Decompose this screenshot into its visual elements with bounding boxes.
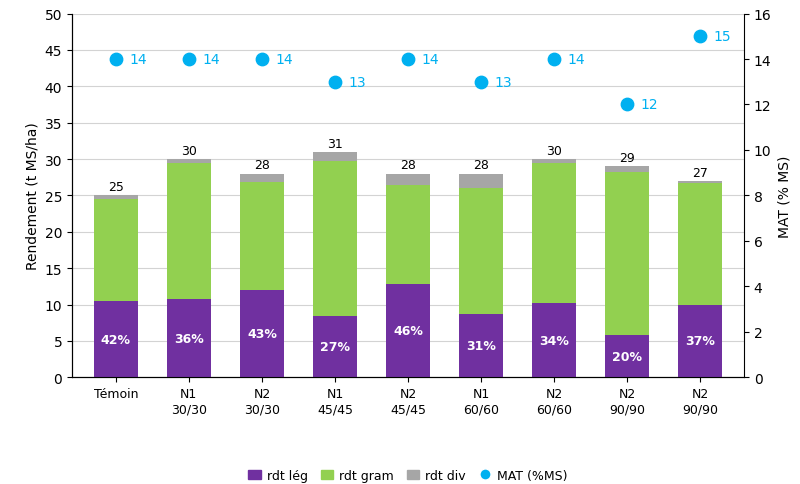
Point: [621, 102, 634, 109]
Point: [548, 56, 561, 64]
Bar: [94, 196, 138, 200]
Text: 31%: 31%: [466, 339, 496, 352]
Point: [329, 79, 342, 87]
Bar: [459, 315, 503, 378]
Bar: [606, 167, 649, 173]
Text: 46%: 46%: [393, 324, 423, 337]
Point: [474, 79, 487, 87]
Text: 30: 30: [181, 145, 197, 158]
Point: [182, 56, 195, 64]
Bar: [386, 284, 430, 378]
Text: 27: 27: [692, 166, 708, 180]
Bar: [606, 173, 649, 335]
Bar: [313, 317, 357, 378]
Text: 42%: 42%: [101, 333, 131, 346]
Bar: [532, 164, 576, 303]
Text: 31: 31: [327, 137, 343, 151]
Point: [110, 56, 122, 64]
Bar: [459, 174, 503, 189]
Bar: [532, 303, 576, 378]
Text: 14: 14: [421, 53, 438, 67]
Text: 27%: 27%: [320, 341, 350, 354]
Bar: [167, 160, 210, 164]
Point: [402, 56, 414, 64]
Text: 12: 12: [640, 98, 658, 112]
Bar: [678, 305, 722, 378]
Bar: [240, 183, 284, 290]
Y-axis label: Rendement (t MS/ha): Rendement (t MS/ha): [25, 122, 39, 270]
Text: 14: 14: [202, 53, 220, 67]
Text: 28: 28: [254, 159, 270, 172]
Point: [694, 33, 706, 41]
Bar: [386, 185, 430, 284]
Bar: [167, 164, 210, 299]
Bar: [606, 335, 649, 378]
Bar: [167, 299, 210, 378]
Bar: [386, 174, 430, 185]
Point: [255, 56, 268, 64]
Text: 28: 28: [473, 159, 489, 172]
Bar: [678, 184, 722, 305]
Bar: [313, 152, 357, 161]
Bar: [459, 189, 503, 315]
Text: 29: 29: [619, 152, 635, 165]
Text: 43%: 43%: [247, 327, 277, 340]
Text: 20%: 20%: [612, 350, 642, 363]
Text: 13: 13: [494, 76, 512, 90]
Bar: [532, 160, 576, 164]
Text: 14: 14: [129, 53, 146, 67]
Y-axis label: MAT (% MS): MAT (% MS): [777, 155, 791, 237]
Bar: [678, 182, 722, 184]
Text: 36%: 36%: [174, 332, 204, 345]
Text: 14: 14: [275, 53, 293, 67]
Text: 25: 25: [108, 181, 124, 194]
Bar: [94, 301, 138, 378]
Legend: rdt lég, rdt gram, rdt div, MAT (%MS): rdt lég, rdt gram, rdt div, MAT (%MS): [243, 464, 573, 484]
Bar: [94, 200, 138, 301]
Text: 15: 15: [714, 30, 731, 44]
Text: 14: 14: [567, 53, 585, 67]
Text: 13: 13: [348, 76, 366, 90]
Text: 37%: 37%: [686, 335, 715, 348]
Bar: [240, 290, 284, 378]
Text: 28: 28: [400, 159, 416, 172]
Bar: [313, 161, 357, 317]
Bar: [240, 174, 284, 183]
Text: 30: 30: [546, 145, 562, 158]
Text: 34%: 34%: [539, 334, 569, 347]
